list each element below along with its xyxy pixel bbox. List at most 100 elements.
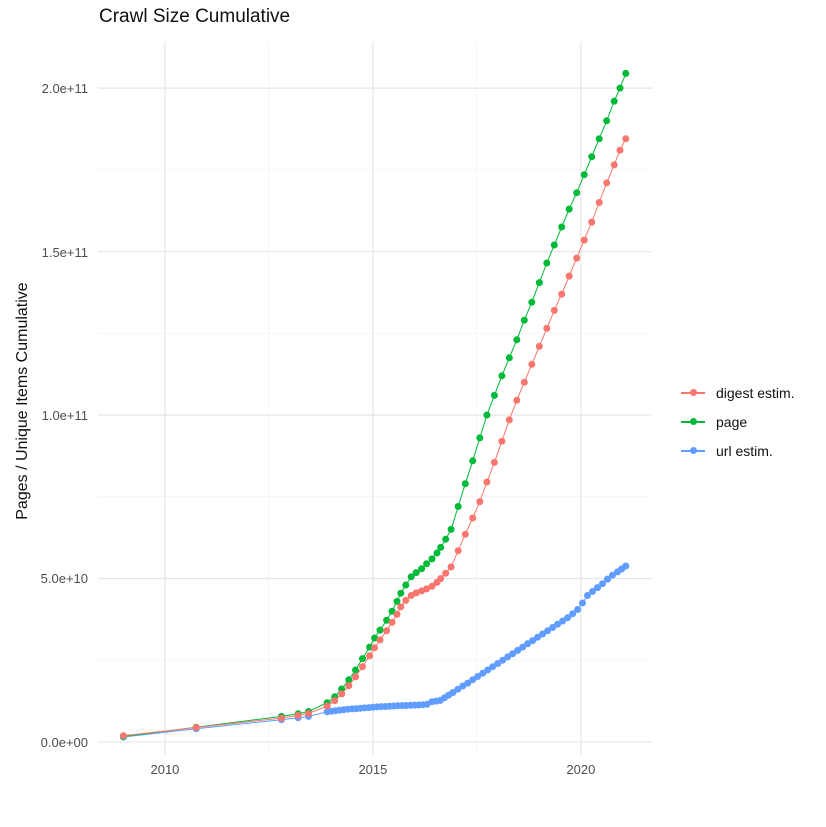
data-point-page bbox=[345, 676, 353, 684]
data-point-page bbox=[418, 565, 426, 573]
data-point-page bbox=[580, 171, 588, 179]
data-point-url-estim bbox=[474, 673, 482, 680]
data-point-digest-estim bbox=[388, 618, 396, 626]
data-point-digest-estim bbox=[565, 272, 573, 280]
data-point-digest-estim bbox=[345, 682, 353, 690]
data-point-page bbox=[383, 616, 391, 624]
data-point-url-estim bbox=[534, 633, 542, 641]
data-point-page bbox=[371, 634, 379, 642]
series-url-estim bbox=[119, 562, 630, 741]
data-point-page bbox=[588, 153, 596, 161]
data-point-url-estim bbox=[509, 650, 517, 658]
legend-key-icon bbox=[681, 418, 705, 426]
data-point-digest-estim bbox=[616, 146, 624, 154]
data-point-url-estim bbox=[514, 646, 522, 654]
data-point-url-estim bbox=[449, 689, 457, 697]
legend-key-icon bbox=[681, 447, 705, 455]
data-point-page bbox=[490, 391, 498, 399]
data-point-page bbox=[433, 549, 441, 557]
data-point-digest-estim bbox=[498, 437, 506, 445]
data-point-digest-estim bbox=[371, 644, 379, 652]
data-point-page bbox=[550, 241, 558, 249]
x-tick-label: 2020 bbox=[566, 762, 596, 777]
data-point-page bbox=[461, 480, 469, 488]
data-point-page bbox=[595, 135, 603, 143]
data-point-url-estim bbox=[489, 663, 497, 671]
data-point-page bbox=[505, 354, 513, 362]
data-point-page bbox=[442, 535, 450, 543]
data-point-url-estim bbox=[554, 620, 562, 628]
data-point-url-estim bbox=[589, 588, 596, 595]
data-point-digest-estim bbox=[192, 724, 200, 731]
data-point-digest-estim bbox=[352, 673, 359, 681]
data-point-page bbox=[513, 336, 521, 344]
data-point-digest-estim bbox=[376, 636, 384, 644]
data-point-page bbox=[352, 666, 359, 674]
data-point-url-estim bbox=[479, 669, 487, 677]
legend-label: url estim. bbox=[716, 442, 773, 459]
data-point-url-estim bbox=[519, 643, 527, 651]
data-point-url-estim bbox=[584, 592, 591, 599]
data-point-page bbox=[423, 560, 431, 568]
data-point-digest-estim bbox=[437, 575, 445, 582]
y-tick-label: 1.0e+11 bbox=[41, 408, 88, 423]
chart-title: Crawl Size Cumulative bbox=[99, 6, 291, 27]
data-point-page bbox=[483, 411, 491, 419]
data-point-digest-estim bbox=[528, 360, 536, 368]
data-point-page bbox=[535, 279, 543, 287]
legend-key-dot bbox=[689, 389, 697, 396]
y-tick-label: 1.5e+11 bbox=[41, 244, 88, 260]
data-point-digest-estim bbox=[513, 396, 521, 404]
data-point-url-estim bbox=[604, 575, 611, 583]
data-point-digest-estim bbox=[331, 697, 339, 705]
x-tick-label: 2010 bbox=[150, 762, 180, 777]
data-point-url-estim bbox=[539, 630, 547, 638]
data-point-url-estim bbox=[564, 614, 572, 622]
series-line-digest-estim bbox=[123, 138, 627, 737]
data-point-page bbox=[402, 581, 410, 589]
data-point-page bbox=[437, 543, 445, 551]
data-point-url-estim bbox=[569, 610, 577, 618]
data-point-page bbox=[447, 525, 455, 533]
data-point-digest-estim bbox=[366, 652, 374, 660]
data-point-digest-estim bbox=[505, 416, 513, 424]
legend-key-dot bbox=[689, 418, 697, 425]
data-point-url-estim bbox=[469, 676, 477, 684]
data-point-digest-estim bbox=[603, 179, 611, 187]
data-point-url-estim bbox=[609, 571, 616, 579]
data-point-page bbox=[428, 555, 436, 563]
legend-label: digest estim. bbox=[716, 384, 795, 401]
y-tick-label: 5.0e+10 bbox=[40, 571, 88, 587]
y-tick-label: 0.0e+00 bbox=[40, 734, 88, 750]
data-point-page bbox=[498, 372, 506, 380]
data-point-url-estim bbox=[494, 660, 502, 667]
data-point-digest-estim bbox=[580, 236, 588, 244]
data-point-page bbox=[558, 223, 566, 231]
y-axis-title: Pages / Unique Items Cumulative bbox=[14, 282, 31, 520]
x-tick-label: 2015 bbox=[358, 762, 388, 777]
data-point-page bbox=[476, 434, 484, 442]
legend-key-dot bbox=[689, 447, 697, 454]
data-point-page bbox=[528, 298, 536, 306]
data-point-digest-estim bbox=[573, 254, 581, 262]
data-point-page bbox=[338, 685, 346, 693]
legend-key-icon bbox=[681, 389, 705, 397]
data-point-page bbox=[603, 117, 611, 125]
data-point-page bbox=[616, 84, 624, 92]
data-point-digest-estim bbox=[393, 610, 401, 618]
data-point-digest-estim bbox=[454, 547, 462, 555]
data-point-page bbox=[565, 205, 573, 213]
data-point-digest-estim bbox=[483, 478, 491, 486]
data-point-digest-estim bbox=[383, 627, 391, 635]
data-point-digest-estim bbox=[294, 711, 302, 719]
data-point-url-estim bbox=[549, 624, 557, 631]
data-point-digest-estim bbox=[402, 596, 410, 604]
data-point-digest-estim bbox=[461, 530, 469, 538]
data-point-digest-estim bbox=[359, 663, 366, 671]
data-point-url-estim bbox=[594, 584, 601, 592]
data-point-page bbox=[407, 573, 415, 581]
data-point-page bbox=[393, 597, 401, 605]
series-digest-estim bbox=[119, 135, 630, 740]
y-tick-label: 2.0e+11 bbox=[41, 81, 88, 97]
